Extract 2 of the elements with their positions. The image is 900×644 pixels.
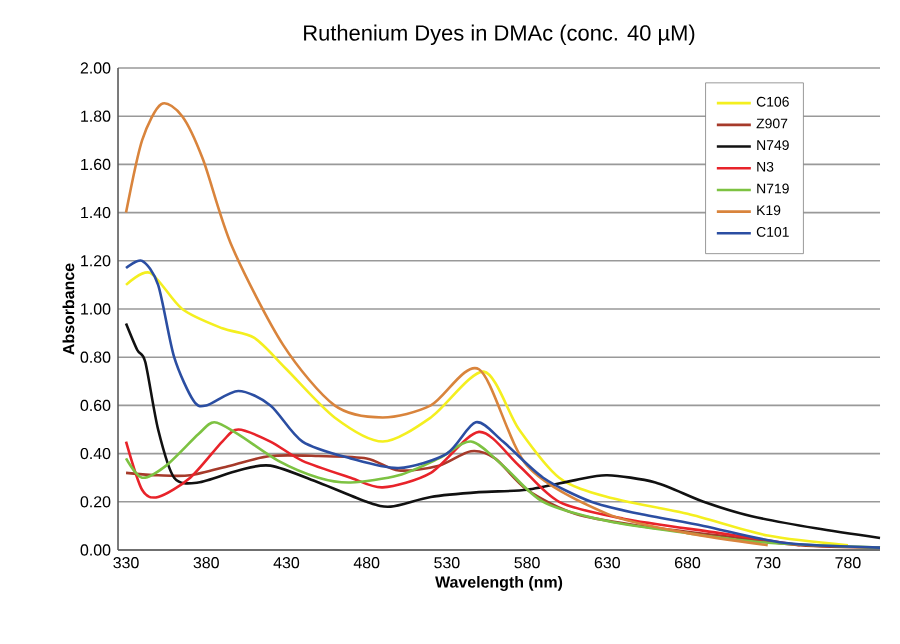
line-series: [124, 322, 882, 540]
chart-title: Ruthenium Dyes in DMAc (conc. 40 µM): [304, 24, 695, 45]
